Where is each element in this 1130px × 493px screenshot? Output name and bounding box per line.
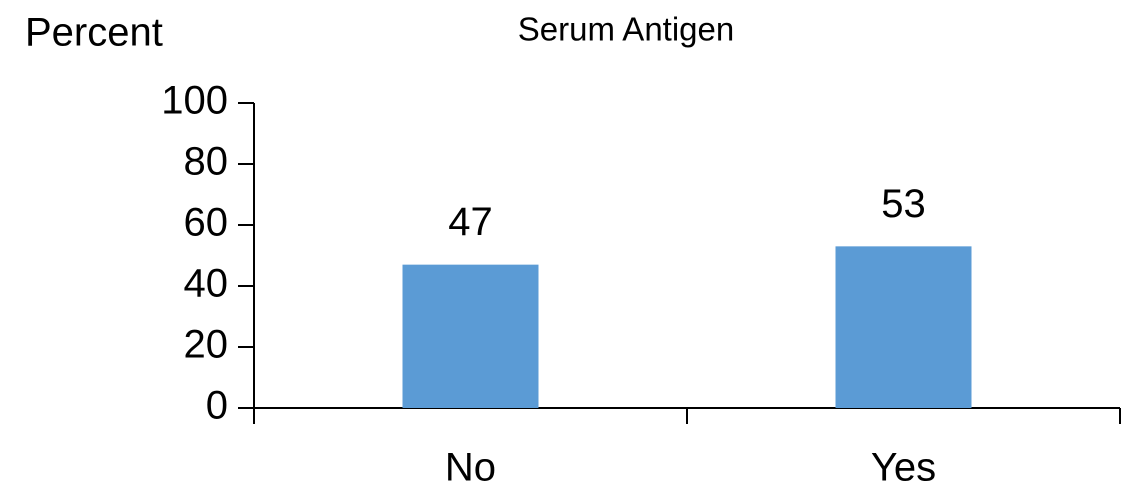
chart-title: Serum Antigen bbox=[518, 11, 734, 48]
x-tick-label: Yes bbox=[871, 446, 936, 490]
y-tick-label: 100 bbox=[161, 79, 228, 123]
x-tick-label: No bbox=[445, 446, 496, 490]
y-tick-label: 0 bbox=[206, 384, 228, 428]
y-tick-label: 60 bbox=[184, 201, 229, 245]
data-label: 53 bbox=[881, 182, 926, 226]
y-tick-label: 20 bbox=[184, 323, 229, 367]
y-tick-label: 80 bbox=[184, 140, 229, 184]
y-axis-label: Percent bbox=[25, 11, 163, 55]
bar bbox=[835, 246, 972, 408]
y-tick-label: 40 bbox=[184, 262, 229, 306]
bar bbox=[402, 264, 539, 408]
data-label: 47 bbox=[448, 200, 493, 244]
